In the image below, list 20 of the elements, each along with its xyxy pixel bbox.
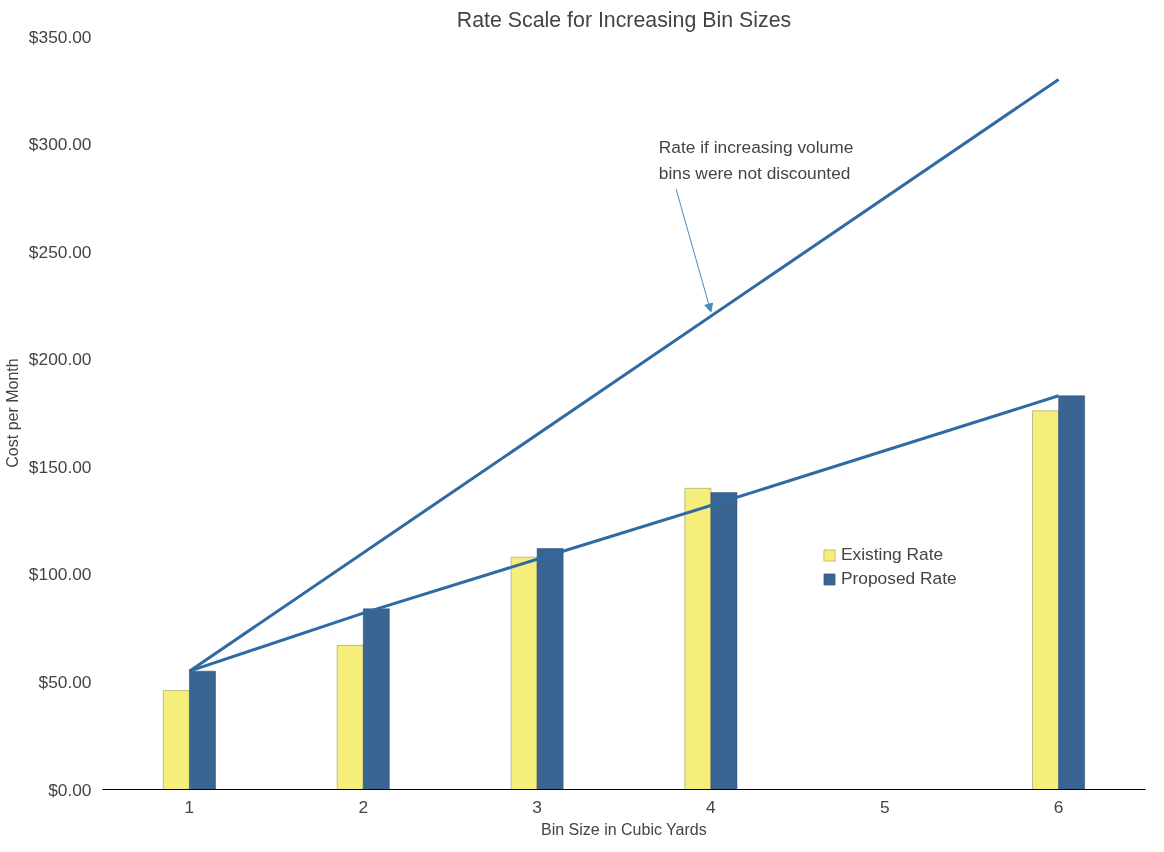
x-tick-label: 2 <box>358 796 369 817</box>
y-tick-label: $50.00 <box>38 671 92 692</box>
chart-title: Rate Scale for Increasing Bin Sizes <box>456 7 792 32</box>
x-tick-label: 1 <box>184 796 195 817</box>
x-axis-title: Bin Size in Cubic Yards <box>541 820 707 838</box>
y-tick-label: $350.00 <box>28 26 92 47</box>
x-tick-label: 6 <box>1053 796 1064 817</box>
legend-label: Existing Rate <box>841 544 944 565</box>
x-tick-label: 4 <box>706 796 717 817</box>
y-tick-label: $0.00 <box>48 779 92 800</box>
annotation: Rate if increasing volume bins were not discounted <box>658 136 854 183</box>
y-tick-label: $250.00 <box>28 241 92 262</box>
x-tick-label: 3 <box>532 796 542 817</box>
y-tick-label: $200.00 <box>28 349 92 370</box>
y-tick-label: $300.00 <box>28 134 92 155</box>
x-tick-label: 5 <box>879 796 890 817</box>
y-tick-label: $100.00 <box>28 564 92 585</box>
y-tick-label: $150.00 <box>28 456 92 477</box>
legend-label: Proposed Rate <box>841 568 957 589</box>
y-axis-title: Cost per Month <box>3 358 21 468</box>
